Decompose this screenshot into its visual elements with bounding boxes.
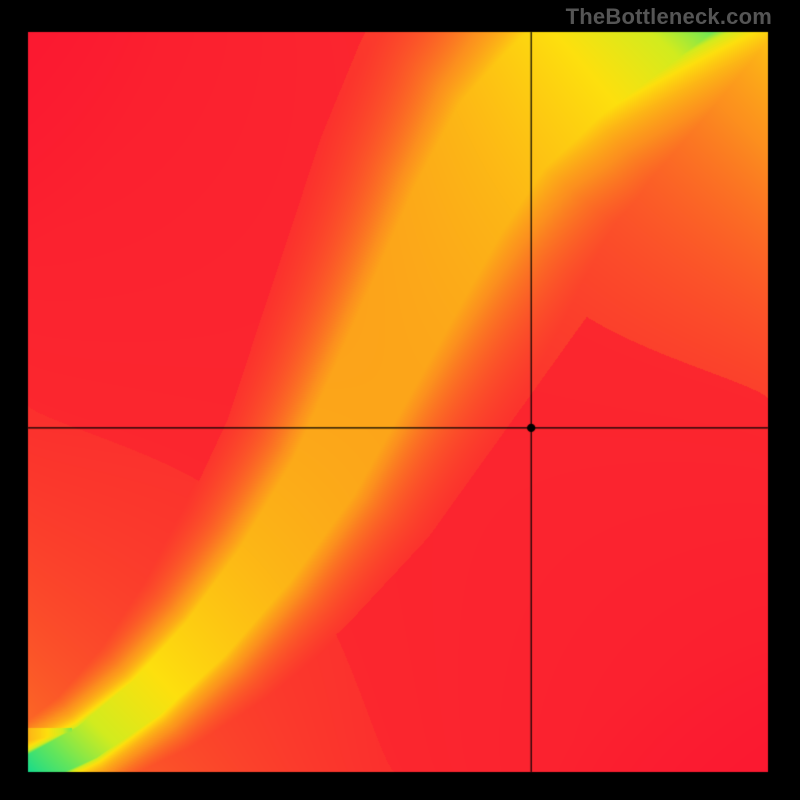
chart-container: TheBottleneck.com <box>0 0 800 800</box>
crosshair-overlay <box>0 0 800 800</box>
watermark-text: TheBottleneck.com <box>566 4 772 30</box>
